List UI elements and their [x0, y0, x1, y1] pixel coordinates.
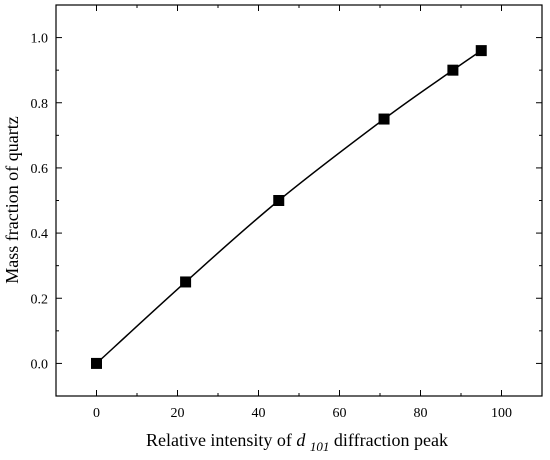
x-axis-label: Relative intensity of d 101 diffraction … [146, 430, 448, 455]
x-tick-label: 80 [414, 406, 428, 421]
data-point-marker [447, 64, 459, 76]
x-axis-label-suffix: diffraction peak [334, 430, 448, 450]
data-point-marker [273, 195, 285, 206]
x-tick-label: 0 [93, 406, 100, 421]
y-tick-label: 0.4 [31, 227, 49, 242]
x-tick-label: 100 [491, 406, 512, 421]
x-tick-label: 40 [252, 406, 266, 421]
y-tick-label: 0.2 [31, 292, 49, 307]
y-tick-label: 1.0 [31, 32, 49, 47]
y-axis-label: Mass fraction of quartz [2, 116, 22, 283]
data-point-marker [91, 357, 102, 369]
x-tick-label: 60 [333, 406, 347, 421]
plot-frame [55, 4, 543, 397]
series-line [95, 49, 482, 364]
x-axis-label-subscript: 101 [310, 439, 330, 454]
x-axis-label-symbol: d [296, 430, 306, 450]
x-axis-label-prefix: Relative intensity of [146, 430, 296, 450]
y-tick-label: 0.6 [31, 162, 49, 177]
data-point-marker [378, 113, 390, 125]
y-tick-label: 0.8 [31, 97, 49, 112]
y-tick-label: 0.0 [31, 357, 49, 372]
x-tick-label: 20 [171, 406, 185, 421]
data-point-marker [475, 45, 487, 57]
plot-area: 0 20 40 60 80 100 0.0 0.2 0.4 0.6 0.8 1.0 [31, 4, 543, 421]
data-point-marker [180, 276, 192, 288]
